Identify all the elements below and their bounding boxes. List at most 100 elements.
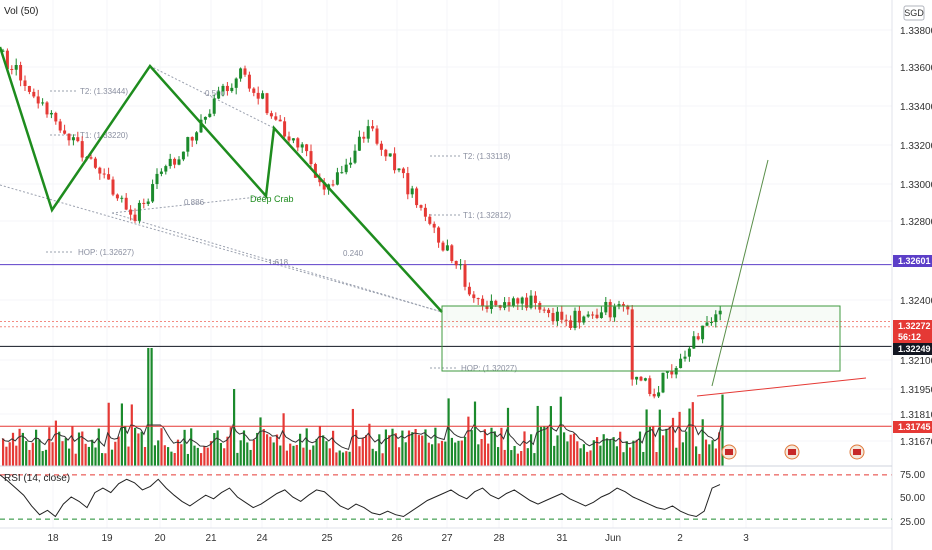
- volume-bar: [328, 448, 331, 466]
- candle-body: [643, 378, 647, 381]
- y-tick-label: 1.33600: [900, 63, 932, 74]
- candle-body: [683, 356, 687, 359]
- volume-bar: [186, 453, 189, 466]
- volume-bar: [134, 427, 137, 466]
- volume-bar: [668, 426, 671, 466]
- price-tag: [893, 331, 932, 343]
- candle-body: [349, 162, 353, 165]
- candle-body: [397, 168, 401, 171]
- candle-body: [115, 194, 119, 199]
- candle-body: [199, 119, 203, 133]
- volume-bar: [348, 451, 351, 466]
- candle-body: [357, 136, 361, 151]
- volume-bar: [147, 348, 150, 466]
- volume-bar: [704, 439, 708, 466]
- volume-bar: [549, 406, 552, 466]
- volume-bar: [467, 416, 470, 466]
- candle-body: [27, 85, 31, 92]
- fib-connector: [111, 195, 267, 214]
- candle-body: [287, 136, 291, 141]
- volume-bar: [21, 432, 24, 466]
- candle-body: [564, 319, 568, 321]
- volume-bar: [15, 445, 18, 466]
- candle-body: [102, 173, 106, 175]
- price-tag-label: 1.32272: [898, 321, 931, 331]
- candle-body: [608, 301, 612, 318]
- candle-body: [569, 320, 573, 328]
- volume-bar: [219, 442, 222, 466]
- candle-body: [32, 91, 36, 97]
- candle-body: [14, 64, 18, 70]
- fib-0886-label: 0.886: [184, 198, 205, 207]
- currency-badge[interactable]: [903, 5, 925, 21]
- rsi-indicator-label[interactable]: RSI (14, close): [4, 473, 70, 484]
- volume-bar: [318, 426, 321, 466]
- volume-bar: [407, 430, 411, 466]
- volume-bar: [110, 449, 114, 466]
- volume-bar: [563, 432, 566, 466]
- volume-bar: [569, 434, 572, 466]
- volume-bar: [374, 451, 378, 466]
- candle-body: [10, 68, 14, 70]
- volume-bar: [31, 442, 34, 466]
- candle-body: [573, 310, 577, 328]
- volume-bar: [440, 440, 444, 466]
- volume-bar: [170, 451, 173, 466]
- volume-bar: [74, 453, 77, 466]
- volume-bar: [421, 435, 424, 466]
- volume-bar: [464, 436, 467, 466]
- candle-body: [415, 188, 419, 206]
- candle-body: [76, 137, 80, 142]
- volume-bar: [711, 440, 714, 466]
- candle-body: [393, 153, 397, 171]
- x-tick-label: 20: [154, 533, 166, 544]
- candle-body: [186, 137, 190, 152]
- candle-body: [366, 126, 370, 139]
- candle-body: [256, 92, 260, 99]
- volume-bar: [292, 445, 295, 466]
- price-tag: [893, 343, 932, 355]
- deep-crab-label: Deep Crab: [250, 194, 294, 204]
- candle-body: [718, 310, 722, 315]
- candle-body: [19, 64, 23, 81]
- volume-bar: [404, 442, 407, 466]
- volume-bar: [203, 446, 206, 466]
- candle-body: [252, 88, 256, 93]
- candle-body: [151, 184, 155, 202]
- volume-bar: [559, 396, 562, 466]
- candle-body: [511, 298, 515, 307]
- volume-bar: [173, 453, 176, 466]
- volume-bar: [612, 437, 615, 466]
- price-tag: [893, 421, 932, 433]
- volume-bar: [325, 441, 328, 466]
- volume-bar: [365, 435, 368, 466]
- volume-bar: [143, 447, 147, 466]
- candle-body: [696, 336, 700, 340]
- volume-bar: [114, 441, 117, 466]
- volume-bar: [536, 405, 539, 466]
- volume-bar: [180, 444, 183, 466]
- volume-bar: [41, 451, 44, 466]
- volume-bar: [308, 449, 312, 466]
- candle-body: [142, 202, 146, 204]
- volume-bar: [84, 443, 87, 466]
- volume-bar: [470, 430, 473, 466]
- volume-bar: [71, 426, 74, 466]
- candle-body: [401, 168, 405, 174]
- volume-bar: [282, 413, 285, 466]
- rsi-line: [0, 474, 721, 518]
- volume-bar: [678, 411, 681, 466]
- volume-bar: [457, 440, 460, 466]
- volume-indicator-label[interactable]: Vol (50): [4, 6, 38, 17]
- volume-bar: [252, 439, 255, 466]
- economic-events[interactable]: [721, 444, 865, 460]
- t1-label: T1: (1.32812): [463, 211, 511, 220]
- candle-body: [463, 264, 467, 287]
- volume-bar: [259, 417, 262, 466]
- volume-bar: [64, 438, 67, 466]
- candle-body: [542, 309, 546, 311]
- x-tick-label: 31: [556, 533, 568, 544]
- volume-bar: [157, 440, 160, 466]
